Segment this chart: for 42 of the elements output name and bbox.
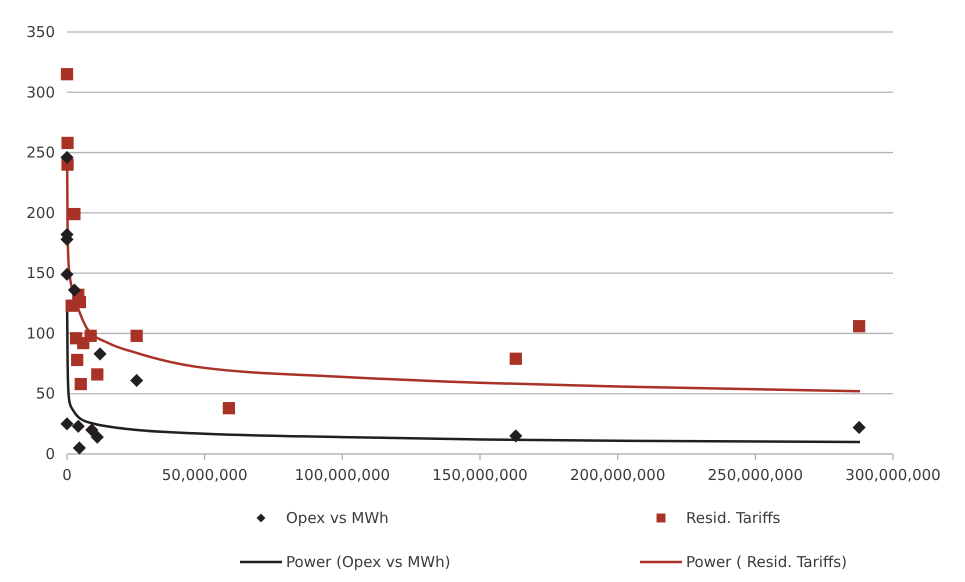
x-tick-label: 50,000,000 [162, 466, 248, 484]
point [509, 429, 522, 442]
x-tick-label: 300,000,000 [845, 466, 941, 484]
x-tick-label: 150,000,000 [432, 466, 528, 484]
point [93, 347, 107, 360]
point [853, 320, 866, 332]
point [72, 420, 85, 433]
x-tick-label: 0 [62, 466, 72, 484]
point [85, 423, 98, 436]
x-tick-label: 200,000,000 [570, 466, 666, 484]
y-tick-label: 100 [26, 324, 55, 342]
x-tick-label: 250,000,000 [708, 466, 804, 484]
point [84, 330, 97, 342]
y-tick-label: 200 [26, 204, 55, 222]
point [60, 268, 74, 281]
y-tick-label: 250 [26, 144, 55, 162]
point [61, 136, 74, 150]
y-tick-label: 50 [36, 384, 55, 403]
point [90, 430, 104, 444]
y-tick-label: 0 [45, 445, 55, 463]
point [852, 420, 866, 434]
point [68, 208, 81, 220]
point [74, 378, 87, 390]
legend-label: Power ( Resid. Tariffs) [686, 553, 847, 571]
point [72, 441, 86, 455]
x-tick-label: 100,000,000 [294, 466, 390, 484]
legend-label: Power (Opex vs MWh) [286, 553, 451, 571]
point [60, 150, 74, 164]
point [60, 417, 74, 430]
point [130, 374, 144, 388]
legend-label: Opex vs MWh [286, 509, 389, 527]
point [71, 354, 84, 366]
y-tick-label: 350 [26, 23, 55, 41]
point [60, 68, 74, 80]
point [68, 283, 81, 297]
point [222, 402, 236, 414]
legend-label: Resid. Tariffs [686, 509, 781, 527]
y-tick-label: 150 [26, 264, 55, 282]
y-tick-label: 300 [26, 83, 55, 102]
point [91, 368, 104, 381]
point [130, 330, 143, 342]
point [510, 352, 522, 365]
